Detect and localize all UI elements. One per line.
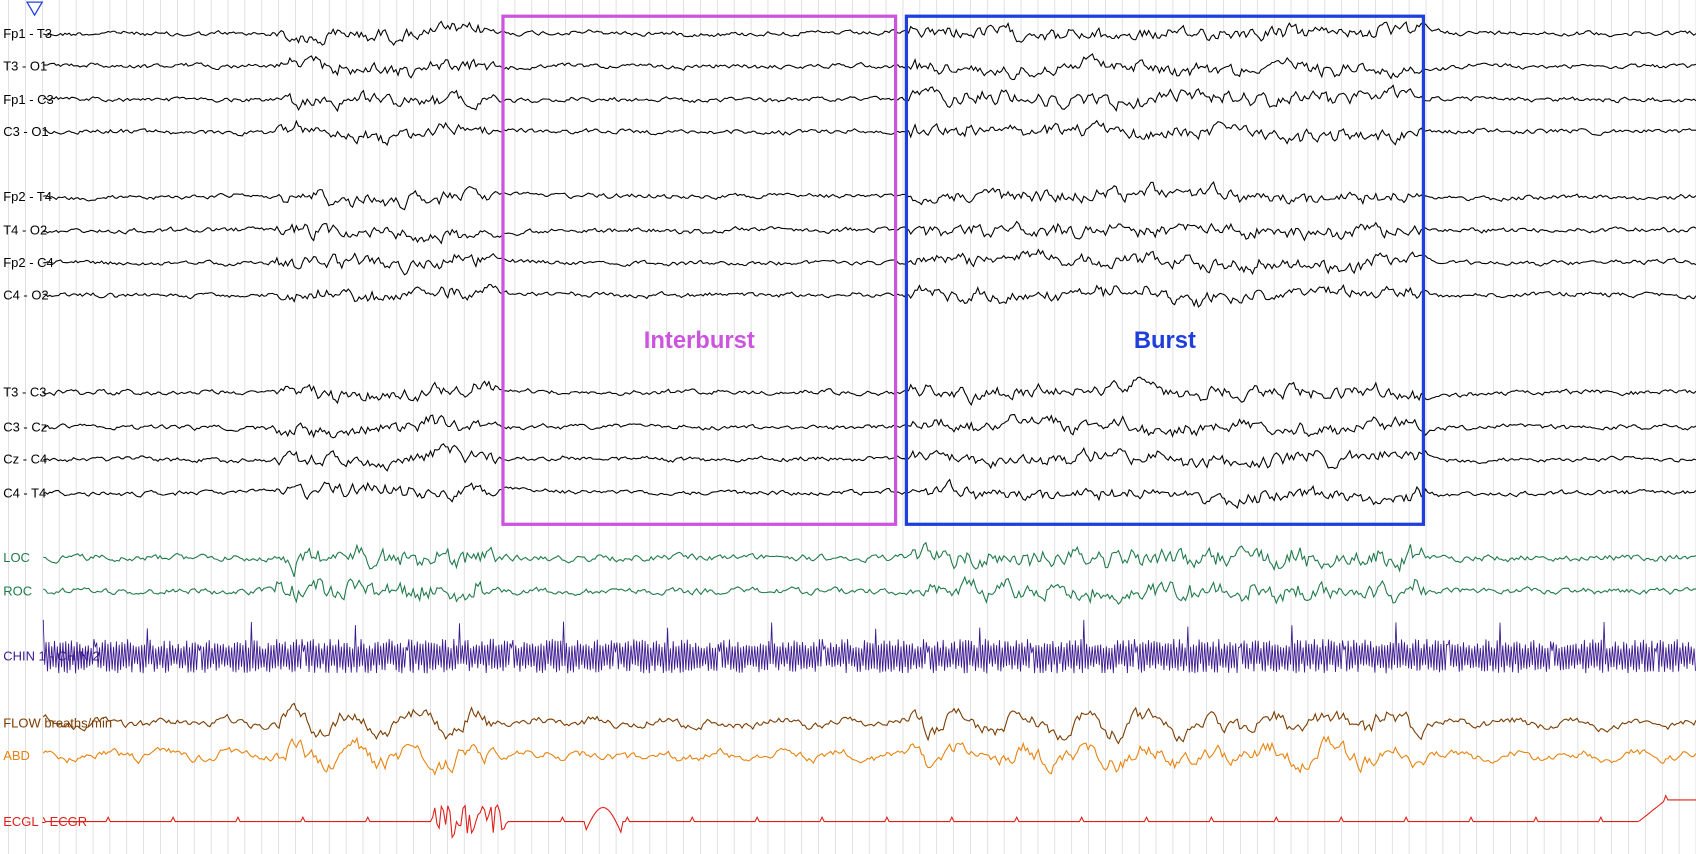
- signal-trace: [43, 248, 1696, 276]
- time-grid: [8, 0, 1696, 854]
- signal-trace: [43, 20, 1696, 46]
- signal-trace: [43, 220, 1696, 245]
- channel-label: C3 - Cz: [3, 419, 47, 434]
- channel-label: T3 - C3: [3, 385, 46, 400]
- channel-label: ECGL - ECGR: [3, 814, 87, 829]
- signal-trace: [43, 575, 1696, 605]
- channel-label: C3 - O1: [3, 124, 48, 139]
- signal-trace: [43, 541, 1696, 578]
- channel-label: Fp1 - T3: [3, 26, 52, 41]
- channel-label: C4 - O2: [3, 287, 48, 302]
- channel-label: Fp2 - C4: [3, 255, 53, 270]
- signal-trace: [42, 119, 1696, 147]
- annotations: Interburst Burst: [501, 14, 1426, 526]
- signal-trace: [43, 443, 1696, 472]
- channel-label: ABD: [3, 748, 30, 763]
- signal-trace: [42, 414, 1696, 439]
- channel-label: Fp1 - C3: [3, 92, 53, 107]
- channel-label: C4 - T4: [3, 485, 46, 500]
- marker[interactable]: [25, 1, 44, 17]
- annotation-label: Interburst: [644, 327, 755, 354]
- channel-label: T4 - O2: [3, 223, 47, 238]
- signal-trace: [42, 702, 1696, 745]
- channel-label: ROC: [3, 584, 32, 599]
- signal-trace: [42, 794, 1696, 839]
- channel-label: LOC: [3, 550, 30, 565]
- annotation-box: [501, 14, 898, 526]
- channel-label: Cz - C4: [3, 452, 47, 467]
- signal-trace: [42, 619, 1696, 674]
- signal-trace: [42, 735, 1696, 776]
- traces: Fp1 - T3 T3 - O1 Fp1 - C3 C3 - O1 Fp2 - T4 T4…: [3, 20, 1696, 839]
- signal-trace: [43, 53, 1696, 81]
- channel-label: T3 - O1: [3, 58, 47, 73]
- channel-label: FLOW breaths/min: [3, 716, 112, 731]
- signal-trace: [43, 478, 1696, 510]
- channel-label: CHIN 1 - CHIN 2: [3, 649, 100, 664]
- annotation-label: Burst: [1134, 327, 1196, 354]
- channel-label: Fp2 - T4: [3, 189, 52, 204]
- signal-trace: [43, 180, 1696, 211]
- signal-trace: [42, 376, 1696, 407]
- annotation-box: [904, 14, 1426, 526]
- signal-trace: [42, 84, 1696, 113]
- signal-trace: [43, 283, 1696, 308]
